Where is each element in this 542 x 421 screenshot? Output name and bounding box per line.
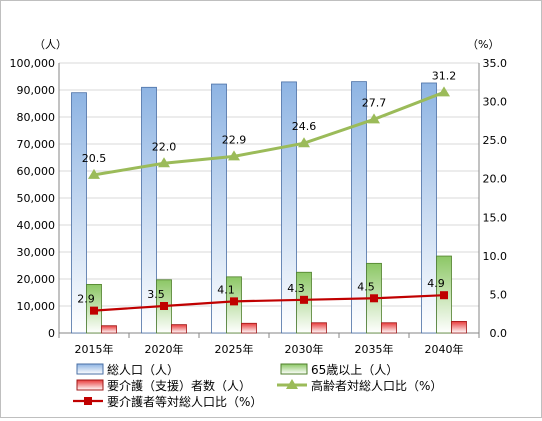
left-tick-label: 50,000 xyxy=(17,192,56,205)
legend-label: 総人口（人） xyxy=(107,363,179,377)
left-tick-label: 30,000 xyxy=(17,246,56,259)
care-needed-bar xyxy=(451,320,467,334)
elderly-ratio-data-label: 31.2 xyxy=(432,69,457,82)
left-tick-label: 100,000 xyxy=(10,57,56,70)
right-tick-label: 30.0 xyxy=(483,96,508,109)
elderly-ratio-data-label: 20.5 xyxy=(82,152,107,165)
care-needed-bar xyxy=(101,325,117,334)
left-tick-label: 20,000 xyxy=(17,273,56,286)
right-tick-label: 0.0 xyxy=(490,327,508,340)
care-ratio-marker xyxy=(160,302,168,310)
care-ratio-data-label: 4.3 xyxy=(287,282,305,295)
care-ratio-line xyxy=(93,294,445,312)
elderly-ratio-data-label: 22.0 xyxy=(152,140,177,153)
legend-swatch xyxy=(280,363,308,375)
care-ratio-marker xyxy=(370,294,378,303)
right-axis: 0.0 5.0 10.0 15.0 20.0 25.0 30.0 35.0 xyxy=(478,57,508,340)
right-tick-label: 15.0 xyxy=(483,211,508,224)
elderly-ratio-data-label: 22.9 xyxy=(222,133,247,146)
total-population-bar xyxy=(211,83,227,334)
legend-swatch xyxy=(76,379,104,391)
x-tick-label: 2030年 xyxy=(285,342,324,356)
x-tick-label: 2035年 xyxy=(355,342,394,356)
left-tick-label: 90,000 xyxy=(17,84,56,97)
left-tick-label: 0 xyxy=(48,327,55,340)
line-series xyxy=(88,86,450,315)
care-ratio-data-label: 2.9 xyxy=(77,293,95,306)
care-needed-bar xyxy=(241,322,257,334)
left-tick-label: 80,000 xyxy=(17,111,56,124)
x-tick-label: 2015年 xyxy=(75,342,114,356)
right-tick-label: 35.0 xyxy=(483,57,508,70)
right-tick-label: 5.0 xyxy=(490,288,508,301)
legend-swatch-marker xyxy=(286,379,298,389)
elderly-ratio-data-label: 27.7 xyxy=(362,96,387,109)
care-needed-bar xyxy=(381,322,397,334)
elderly-ratio-data-label: 24.6 xyxy=(292,120,317,133)
left-axis-unit: （人） xyxy=(34,38,67,51)
legend-care-needed: 要介護（支援）者数（人） xyxy=(76,378,251,393)
legend-total-population: 総人口（人） xyxy=(76,363,179,377)
total-population-bar xyxy=(351,81,367,334)
elderly-ratio-line xyxy=(93,90,445,177)
elderly-ratio-marker xyxy=(368,113,380,124)
care-ratio-data-label: 4.9 xyxy=(427,277,445,290)
care-ratio-marker xyxy=(300,295,308,304)
elderly-ratio-marker xyxy=(228,150,240,161)
care-needed-bar xyxy=(311,322,327,334)
legend-age65: 65歳以上（人） xyxy=(280,363,398,377)
bar-series xyxy=(71,81,467,334)
legend-label: 65歳以上（人） xyxy=(311,363,398,377)
x-axis: 2015年 2020年 2025年 2030年 2035年 2040年 xyxy=(58,332,480,356)
legend-swatch xyxy=(76,363,104,375)
care-ratio-data-label: 4.1 xyxy=(217,283,235,296)
left-tick-label: 10,000 xyxy=(17,300,56,313)
elderly-ratio-marker xyxy=(158,157,170,168)
legend-label: 高齢者対総人口比（%） xyxy=(311,378,442,393)
x-tick-label: 2040年 xyxy=(425,342,464,356)
care-ratio-marker xyxy=(440,291,448,300)
legend-label: 要介護者等対総人口比（%） xyxy=(107,394,262,409)
left-tick-label: 40,000 xyxy=(17,219,56,232)
x-tick-label: 2025年 xyxy=(215,342,254,356)
total-population-bar xyxy=(421,82,437,334)
care-ratio-data-label: 4.5 xyxy=(357,280,375,293)
right-tick-label: 20.0 xyxy=(483,173,508,186)
data-labels: 20.5 22.0 22.9 24.6 27.7 31.2 2.9 3.5 4.1 4.3 4.5 4… xyxy=(77,69,456,305)
total-population-bar xyxy=(71,92,87,334)
legend-care-ratio: 要介護者等対総人口比（%） xyxy=(73,394,262,409)
legend-label: 要介護（支援）者数（人） xyxy=(107,378,251,393)
left-tick-label: 60,000 xyxy=(17,165,56,178)
care-needed-bar xyxy=(171,324,187,334)
care-ratio-data-label: 3.5 xyxy=(147,288,165,301)
gridlines xyxy=(59,62,479,334)
legend-elderly-ratio: 高齢者対総人口比（%） xyxy=(277,378,442,393)
right-tick-label: 25.0 xyxy=(483,134,508,147)
left-axis: 0 10,000 20,000 30,000 40,000 50,000 60,000 70,… xyxy=(10,57,60,340)
right-axis-unit: （%） xyxy=(467,38,499,51)
right-tick-label: 10.0 xyxy=(483,250,508,263)
care-ratio-marker xyxy=(90,306,98,315)
legend: 総人口（人） 65歳以上（人） 要介護（支援）者数（人） 高齢者対総人口比（%） 要介護… xyxy=(73,363,442,409)
elderly-ratio-marker xyxy=(88,168,100,179)
care-ratio-marker xyxy=(230,297,238,306)
elderly-ratio-marker xyxy=(438,86,450,97)
legend-swatch-marker xyxy=(84,397,92,405)
total-population-bar xyxy=(141,86,157,334)
x-tick-label: 2020年 xyxy=(145,342,184,356)
elderly-ratio-marker xyxy=(298,137,310,148)
left-tick-label: 70,000 xyxy=(17,138,56,151)
